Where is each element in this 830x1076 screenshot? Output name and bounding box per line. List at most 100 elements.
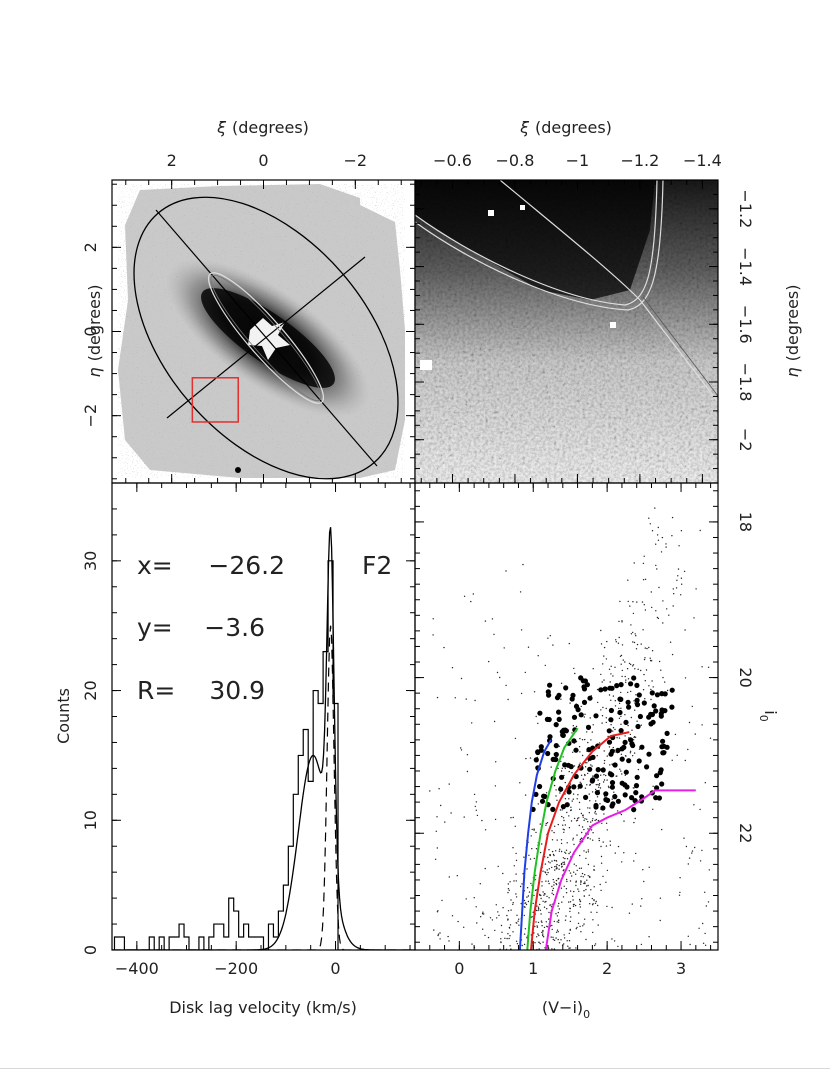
field-star xyxy=(561,815,563,818)
field-star xyxy=(632,631,634,634)
field-star xyxy=(553,854,555,857)
field-star xyxy=(584,787,587,789)
field-star xyxy=(547,871,549,874)
field-star xyxy=(597,783,599,786)
field-star xyxy=(652,785,654,787)
field-star xyxy=(576,834,578,836)
field-star xyxy=(545,822,547,825)
field-star xyxy=(589,800,591,802)
field-star xyxy=(586,784,588,786)
field-star xyxy=(542,931,544,933)
field-star xyxy=(600,643,603,645)
field-star xyxy=(671,535,673,537)
field-star xyxy=(564,781,566,784)
field-star xyxy=(552,644,554,646)
member-star xyxy=(625,699,631,705)
member-star xyxy=(593,773,600,779)
field-star xyxy=(593,899,595,902)
field-star xyxy=(542,933,544,935)
field-star xyxy=(579,854,581,857)
field-star xyxy=(590,821,592,823)
field-star xyxy=(502,907,504,909)
member-star xyxy=(608,751,614,757)
field-star xyxy=(562,896,565,898)
field-star xyxy=(580,875,582,878)
field-star xyxy=(705,905,707,907)
field-star xyxy=(489,917,492,919)
cmd-field-stars xyxy=(429,507,712,950)
field-star xyxy=(515,852,517,855)
histogram-ticks: −400 −200 0 0 10 20 30 xyxy=(81,482,415,978)
member-star xyxy=(639,744,645,750)
field-star xyxy=(583,923,585,925)
member-star xyxy=(553,743,559,749)
member-star xyxy=(641,700,647,706)
field-star xyxy=(563,934,565,936)
field-star xyxy=(596,755,598,757)
field-star xyxy=(563,863,565,866)
field-star xyxy=(630,690,632,693)
field-star xyxy=(684,677,687,679)
field-star xyxy=(615,639,617,641)
field-star xyxy=(484,867,486,870)
field-star xyxy=(500,941,502,944)
field-star xyxy=(603,759,606,762)
field-star xyxy=(695,588,697,590)
field-star xyxy=(560,842,563,845)
member-star xyxy=(537,783,543,790)
field-star xyxy=(552,887,555,890)
member-star xyxy=(669,704,675,710)
field-star xyxy=(562,861,564,864)
field-star xyxy=(582,814,584,817)
field-star xyxy=(528,891,531,893)
field-star xyxy=(631,903,633,905)
field-star xyxy=(572,798,574,800)
cmd-ticks: 0 1 2 3 18 20 22 xyxy=(415,483,755,978)
fit-component-curve xyxy=(112,625,415,950)
field-star xyxy=(603,655,605,657)
field-star xyxy=(566,842,568,844)
member-star xyxy=(569,696,575,702)
field-star xyxy=(483,913,485,915)
member-star xyxy=(560,804,567,810)
field-star xyxy=(611,798,613,800)
field-star xyxy=(556,863,558,866)
x-tick-label: −0.6 xyxy=(433,151,472,170)
y-tick-label: 0 xyxy=(81,326,100,336)
field-star xyxy=(557,905,559,907)
field-star xyxy=(633,562,635,564)
field-star xyxy=(571,800,573,802)
field-star xyxy=(601,715,604,717)
field-star xyxy=(687,748,689,751)
field-star xyxy=(552,853,555,856)
member-star xyxy=(608,717,614,723)
field-star xyxy=(656,534,659,536)
field-star xyxy=(589,903,591,905)
field-star xyxy=(644,657,646,659)
field-star xyxy=(583,895,585,897)
field-star xyxy=(540,894,542,897)
member-star xyxy=(563,685,569,691)
field-star xyxy=(648,866,650,868)
field-star xyxy=(620,707,622,709)
field-star xyxy=(590,739,592,741)
member-star xyxy=(634,682,640,689)
field-star xyxy=(466,770,469,773)
member-star xyxy=(558,786,564,792)
field-star xyxy=(541,921,543,923)
field-star xyxy=(572,751,574,753)
field-star xyxy=(579,808,581,810)
field-star xyxy=(651,530,654,532)
field-star xyxy=(508,926,511,929)
field-star xyxy=(620,813,623,816)
member-star xyxy=(656,795,663,801)
field-star xyxy=(621,621,623,623)
field-star xyxy=(525,757,527,760)
member-star xyxy=(646,751,652,757)
field-star xyxy=(584,918,586,920)
field-star xyxy=(579,781,581,783)
field-star xyxy=(554,866,556,868)
field-star xyxy=(562,824,564,826)
field-star xyxy=(617,845,620,848)
field-star xyxy=(472,593,474,595)
